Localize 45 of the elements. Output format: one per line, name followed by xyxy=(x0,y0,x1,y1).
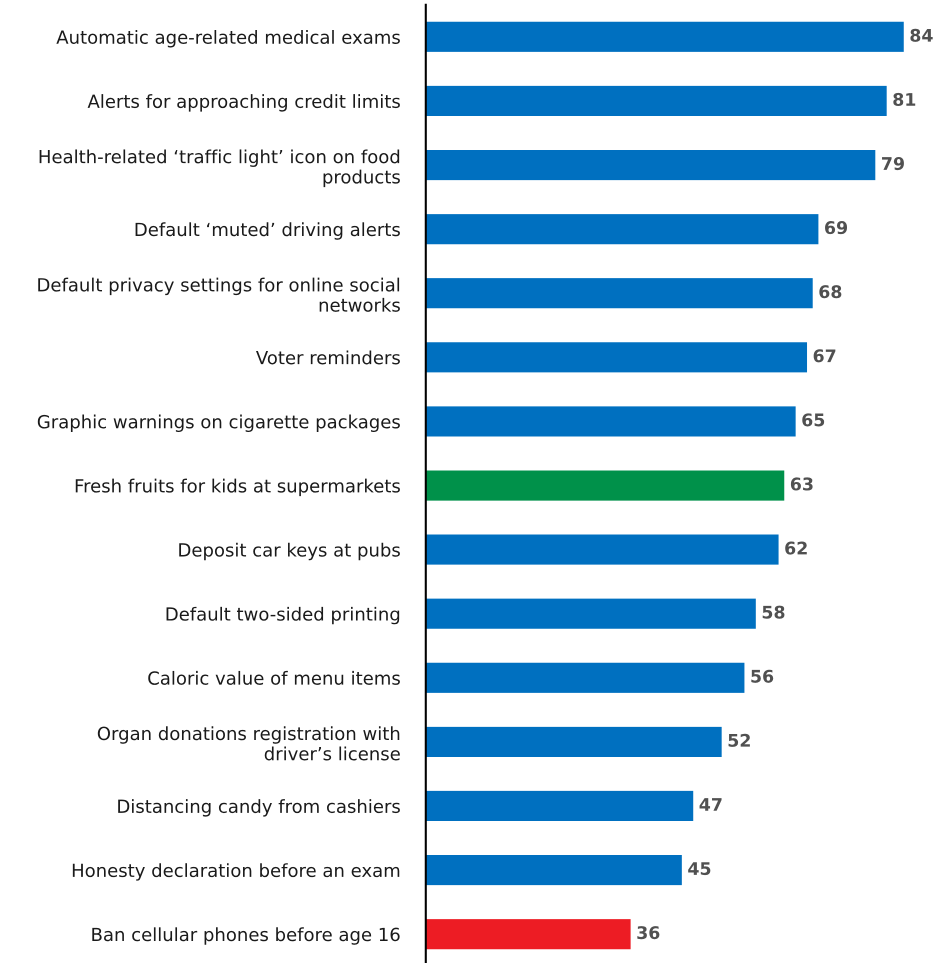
data-label: 56 xyxy=(751,670,774,683)
data-label: 63 xyxy=(790,477,813,491)
data-label: 79 xyxy=(882,156,904,170)
data-label: 36 xyxy=(637,926,660,940)
bar xyxy=(426,726,722,757)
bar xyxy=(426,150,876,180)
y-tick-label: Default privacy settings for online social networks xyxy=(38,278,400,312)
y-tick-label: Organ donations registration with driver’s license xyxy=(98,726,400,760)
bar xyxy=(426,342,808,372)
y-tick-label: Alerts for approaching credit limits xyxy=(88,94,400,112)
y-tick-label: Honesty declaration before an exam xyxy=(72,863,400,881)
bar xyxy=(426,662,744,693)
bar xyxy=(426,86,887,116)
data-label: 47 xyxy=(700,798,722,811)
data-label: 58 xyxy=(762,606,784,619)
y-tick-label: Voter reminders xyxy=(256,350,400,364)
data-label: 81 xyxy=(893,92,916,106)
y-tick-label: Deposit car keys at pubs xyxy=(179,542,400,560)
y-tick-label: Fresh fruits for kids at supermarkets xyxy=(76,478,400,496)
y-tick-label: Default two-sided printing xyxy=(166,606,400,624)
y-tick-label: Ban cellular phones before age 16 xyxy=(92,927,400,945)
bar xyxy=(426,214,818,244)
data-label: 84 xyxy=(910,28,933,42)
y-tick-label: Distancing candy from cashiers xyxy=(118,799,400,817)
data-label: 69 xyxy=(825,221,848,234)
data-label: 68 xyxy=(819,285,842,298)
data-label: 65 xyxy=(802,413,824,426)
bar xyxy=(426,598,756,629)
bar xyxy=(426,406,796,436)
data-label: 45 xyxy=(688,862,710,876)
y-tick-label: Graphic warnings on cigarette packages xyxy=(38,414,400,432)
bar xyxy=(426,278,813,308)
bar xyxy=(426,919,631,950)
data-label: 62 xyxy=(785,542,807,555)
data-label: 52 xyxy=(728,734,750,747)
bar xyxy=(426,22,904,52)
y-tick-label: Default ‘muted’ driving alerts xyxy=(136,222,400,240)
y-tick-label: Health-related ‘traffic light’ icon on food products xyxy=(40,149,400,188)
bar xyxy=(426,534,779,565)
bar xyxy=(426,470,784,501)
bar xyxy=(426,855,682,886)
y-tick-label: Automatic age-related medical exams xyxy=(56,30,400,48)
data-label: 67 xyxy=(814,349,836,362)
bar xyxy=(426,790,694,822)
y-tick-label: Caloric value of menu items xyxy=(148,670,400,685)
